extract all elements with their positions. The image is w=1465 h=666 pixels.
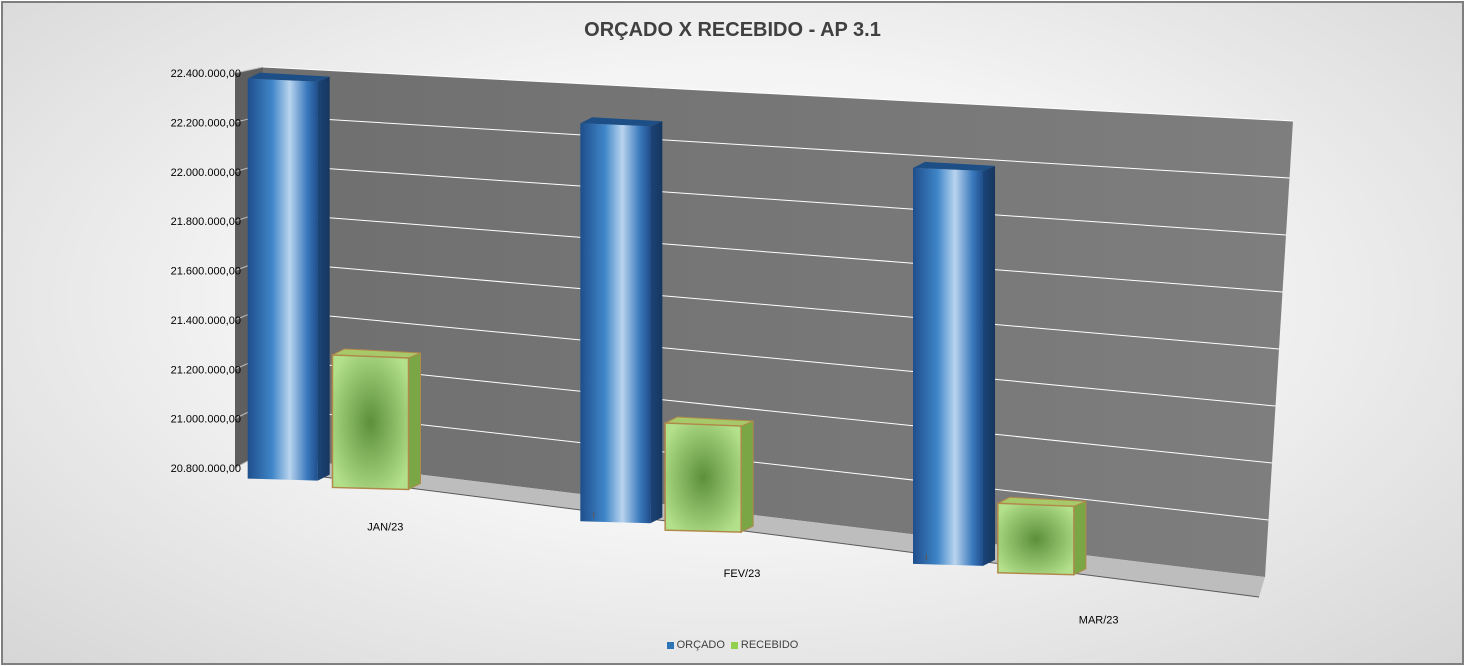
gridline	[262, 66, 1294, 122]
y-tick-label: 22.000.000,00	[171, 167, 241, 179]
y-tick-label: 21.600.000,00	[171, 266, 241, 278]
bar-top-orçado	[913, 161, 996, 171]
bar-side-orçado	[650, 121, 663, 524]
legend-swatch	[730, 641, 738, 649]
bar-recebido	[997, 502, 1075, 576]
x-tick-label: JAN/23	[367, 521, 403, 533]
side-gridline	[234, 66, 264, 74]
y-tick-label: 22.400.000,00	[171, 68, 241, 80]
y-tick-label: 21.200.000,00	[171, 364, 241, 376]
bar-recebido	[664, 422, 742, 533]
chart-title: ORÇADO X RECEBIDO - AP 3.1	[584, 19, 881, 41]
legend-item: RECEBIDO	[730, 639, 799, 651]
legend-swatch	[666, 641, 674, 649]
gridline	[260, 260, 1280, 350]
gridline	[261, 163, 1287, 236]
x-axis-line	[260, 468, 1260, 598]
bar-recebido	[331, 354, 410, 491]
bar-top-orçado	[247, 72, 330, 82]
bar-side-orçado	[983, 165, 996, 566]
bar-orçado	[913, 167, 984, 566]
gridline	[260, 309, 1276, 407]
x-tick-label: FEV/23	[724, 568, 761, 580]
y-tick-label: 21.000.000,00	[171, 414, 241, 426]
x-tick-label: MAR/23	[1079, 615, 1119, 627]
bar-top-orçado	[580, 117, 663, 127]
bar-orçado	[247, 78, 318, 481]
y-tick-label: 22.200.000,00	[171, 117, 241, 129]
y-tick-label: 20.800.000,00	[171, 463, 241, 475]
bar-orçado	[580, 123, 651, 524]
back-wall	[259, 67, 1293, 577]
gridline	[259, 406, 1269, 521]
gridline	[262, 115, 1290, 179]
bar-side-recebido	[1073, 500, 1087, 576]
bar-side-recebido	[740, 420, 754, 533]
legend-label: ORÇADO	[676, 639, 725, 651]
legend-label: RECEBIDO	[740, 639, 799, 651]
chart-legend: ORÇADO RECEBIDO	[3, 639, 1462, 651]
chart-plot: 20.800.000,00 21.000.000,00 21.200.000,00 2…	[171, 66, 1294, 627]
y-tick-label: 21.800.000,00	[171, 216, 241, 228]
gridline	[259, 357, 1273, 464]
legend-item: ORÇADO	[666, 639, 725, 651]
bar-side-recebido	[408, 352, 422, 491]
gridline	[261, 212, 1283, 293]
bar-side-orçado	[317, 76, 330, 481]
y-tick-label: 21.400.000,00	[171, 315, 241, 327]
